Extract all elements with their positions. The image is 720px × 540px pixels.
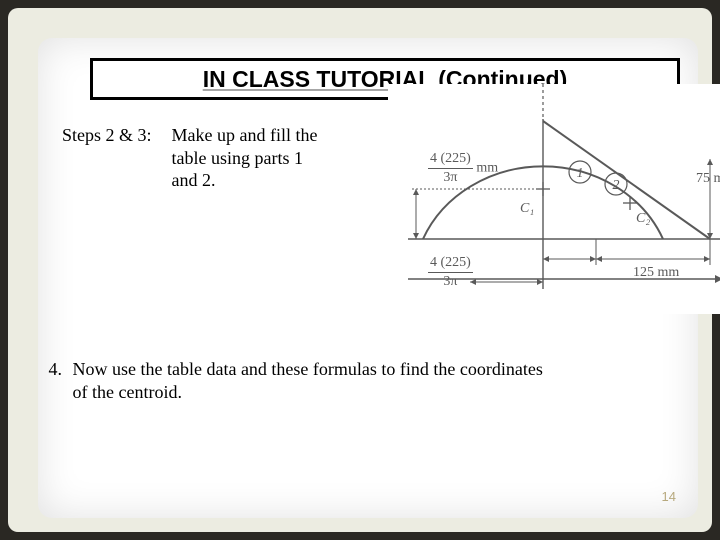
- svg-text:125 mm: 125 mm: [633, 265, 679, 280]
- steps-2-3-line1: Make up and fill the: [172, 125, 318, 145]
- step-4-line2: of the centroid.: [73, 382, 182, 402]
- centroid-diagram: x12C₁C₂75 mm125 mm4 (225)3π mm4 (225)3π: [388, 84, 720, 314]
- steps-2-3-block: Steps 2 & 3: Make up and fill the table …: [62, 124, 397, 192]
- page-number: 14: [662, 489, 676, 504]
- steps-2-3-label: Steps 2 & 3:: [62, 124, 167, 147]
- slide-outer-panel: IN CLASS TUTORIAL (Continued) Steps 2 & …: [8, 8, 712, 532]
- svg-text:C₂: C₂: [636, 211, 650, 226]
- svg-text:2: 2: [613, 178, 620, 193]
- steps-2-3-line3: and 2.: [172, 170, 216, 190]
- step-4-number: 4.: [38, 358, 62, 381]
- svg-text:1: 1: [577, 166, 584, 181]
- step-4-line1: Now use the table data and these formula…: [73, 359, 543, 379]
- step-4-block: 4. Now use the table data and these form…: [38, 358, 657, 403]
- steps-2-3-line2: table using parts 1: [172, 148, 303, 168]
- svg-text:75 mm: 75 mm: [696, 171, 720, 186]
- step-4-text: Now use the table data and these formula…: [67, 358, 657, 403]
- slide-card: IN CLASS TUTORIAL (Continued) Steps 2 & …: [38, 38, 698, 518]
- svg-text:C₁: C₁: [520, 201, 534, 216]
- steps-2-3-text: Make up and fill the table using parts 1…: [172, 124, 397, 192]
